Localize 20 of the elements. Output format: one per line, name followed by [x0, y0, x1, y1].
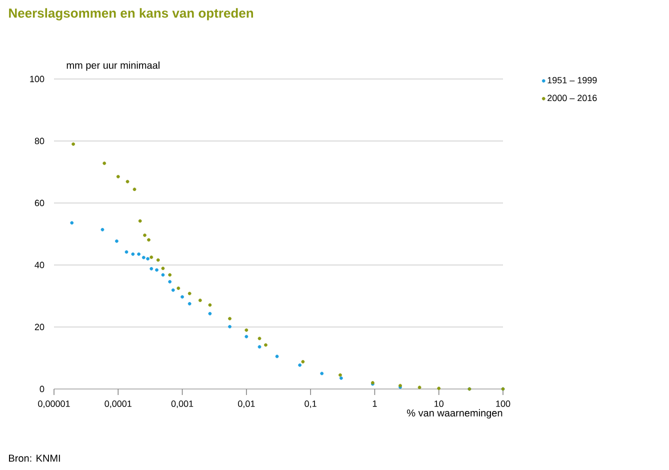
- x-tick-label: 10: [434, 400, 444, 407]
- chart-title: Neerslagsommen en kans van optreden: [9, 8, 254, 20]
- y-tick-label: 80: [34, 138, 44, 144]
- x-tick-label: 0,0001: [104, 400, 132, 408]
- x-tick-label: 1: [372, 400, 377, 407]
- y-tick-label: 20: [34, 324, 44, 330]
- x-axis-title: % van waarnemingen: [406, 409, 502, 418]
- x-tick-label: 0,00001: [38, 400, 70, 408]
- legend-label: 2000 – 2016: [548, 94, 597, 102]
- y-axis-title: mm per uur minimaal: [66, 61, 160, 71]
- y-tick-label: 100: [30, 76, 44, 82]
- y-tick-label: 60: [34, 200, 44, 206]
- legend-label: 1951 – 1999: [548, 76, 597, 84]
- x-tick-label: 0,1: [304, 400, 316, 408]
- x-tick-label: 0,001: [171, 400, 194, 408]
- y-tick-label: 0: [40, 386, 44, 392]
- x-tick-label: 0,01: [238, 400, 255, 408]
- text: Bron: KNMI: [9, 454, 60, 462]
- y-tick-label: 40: [34, 262, 44, 268]
- x-tick-label: 100: [496, 400, 510, 407]
